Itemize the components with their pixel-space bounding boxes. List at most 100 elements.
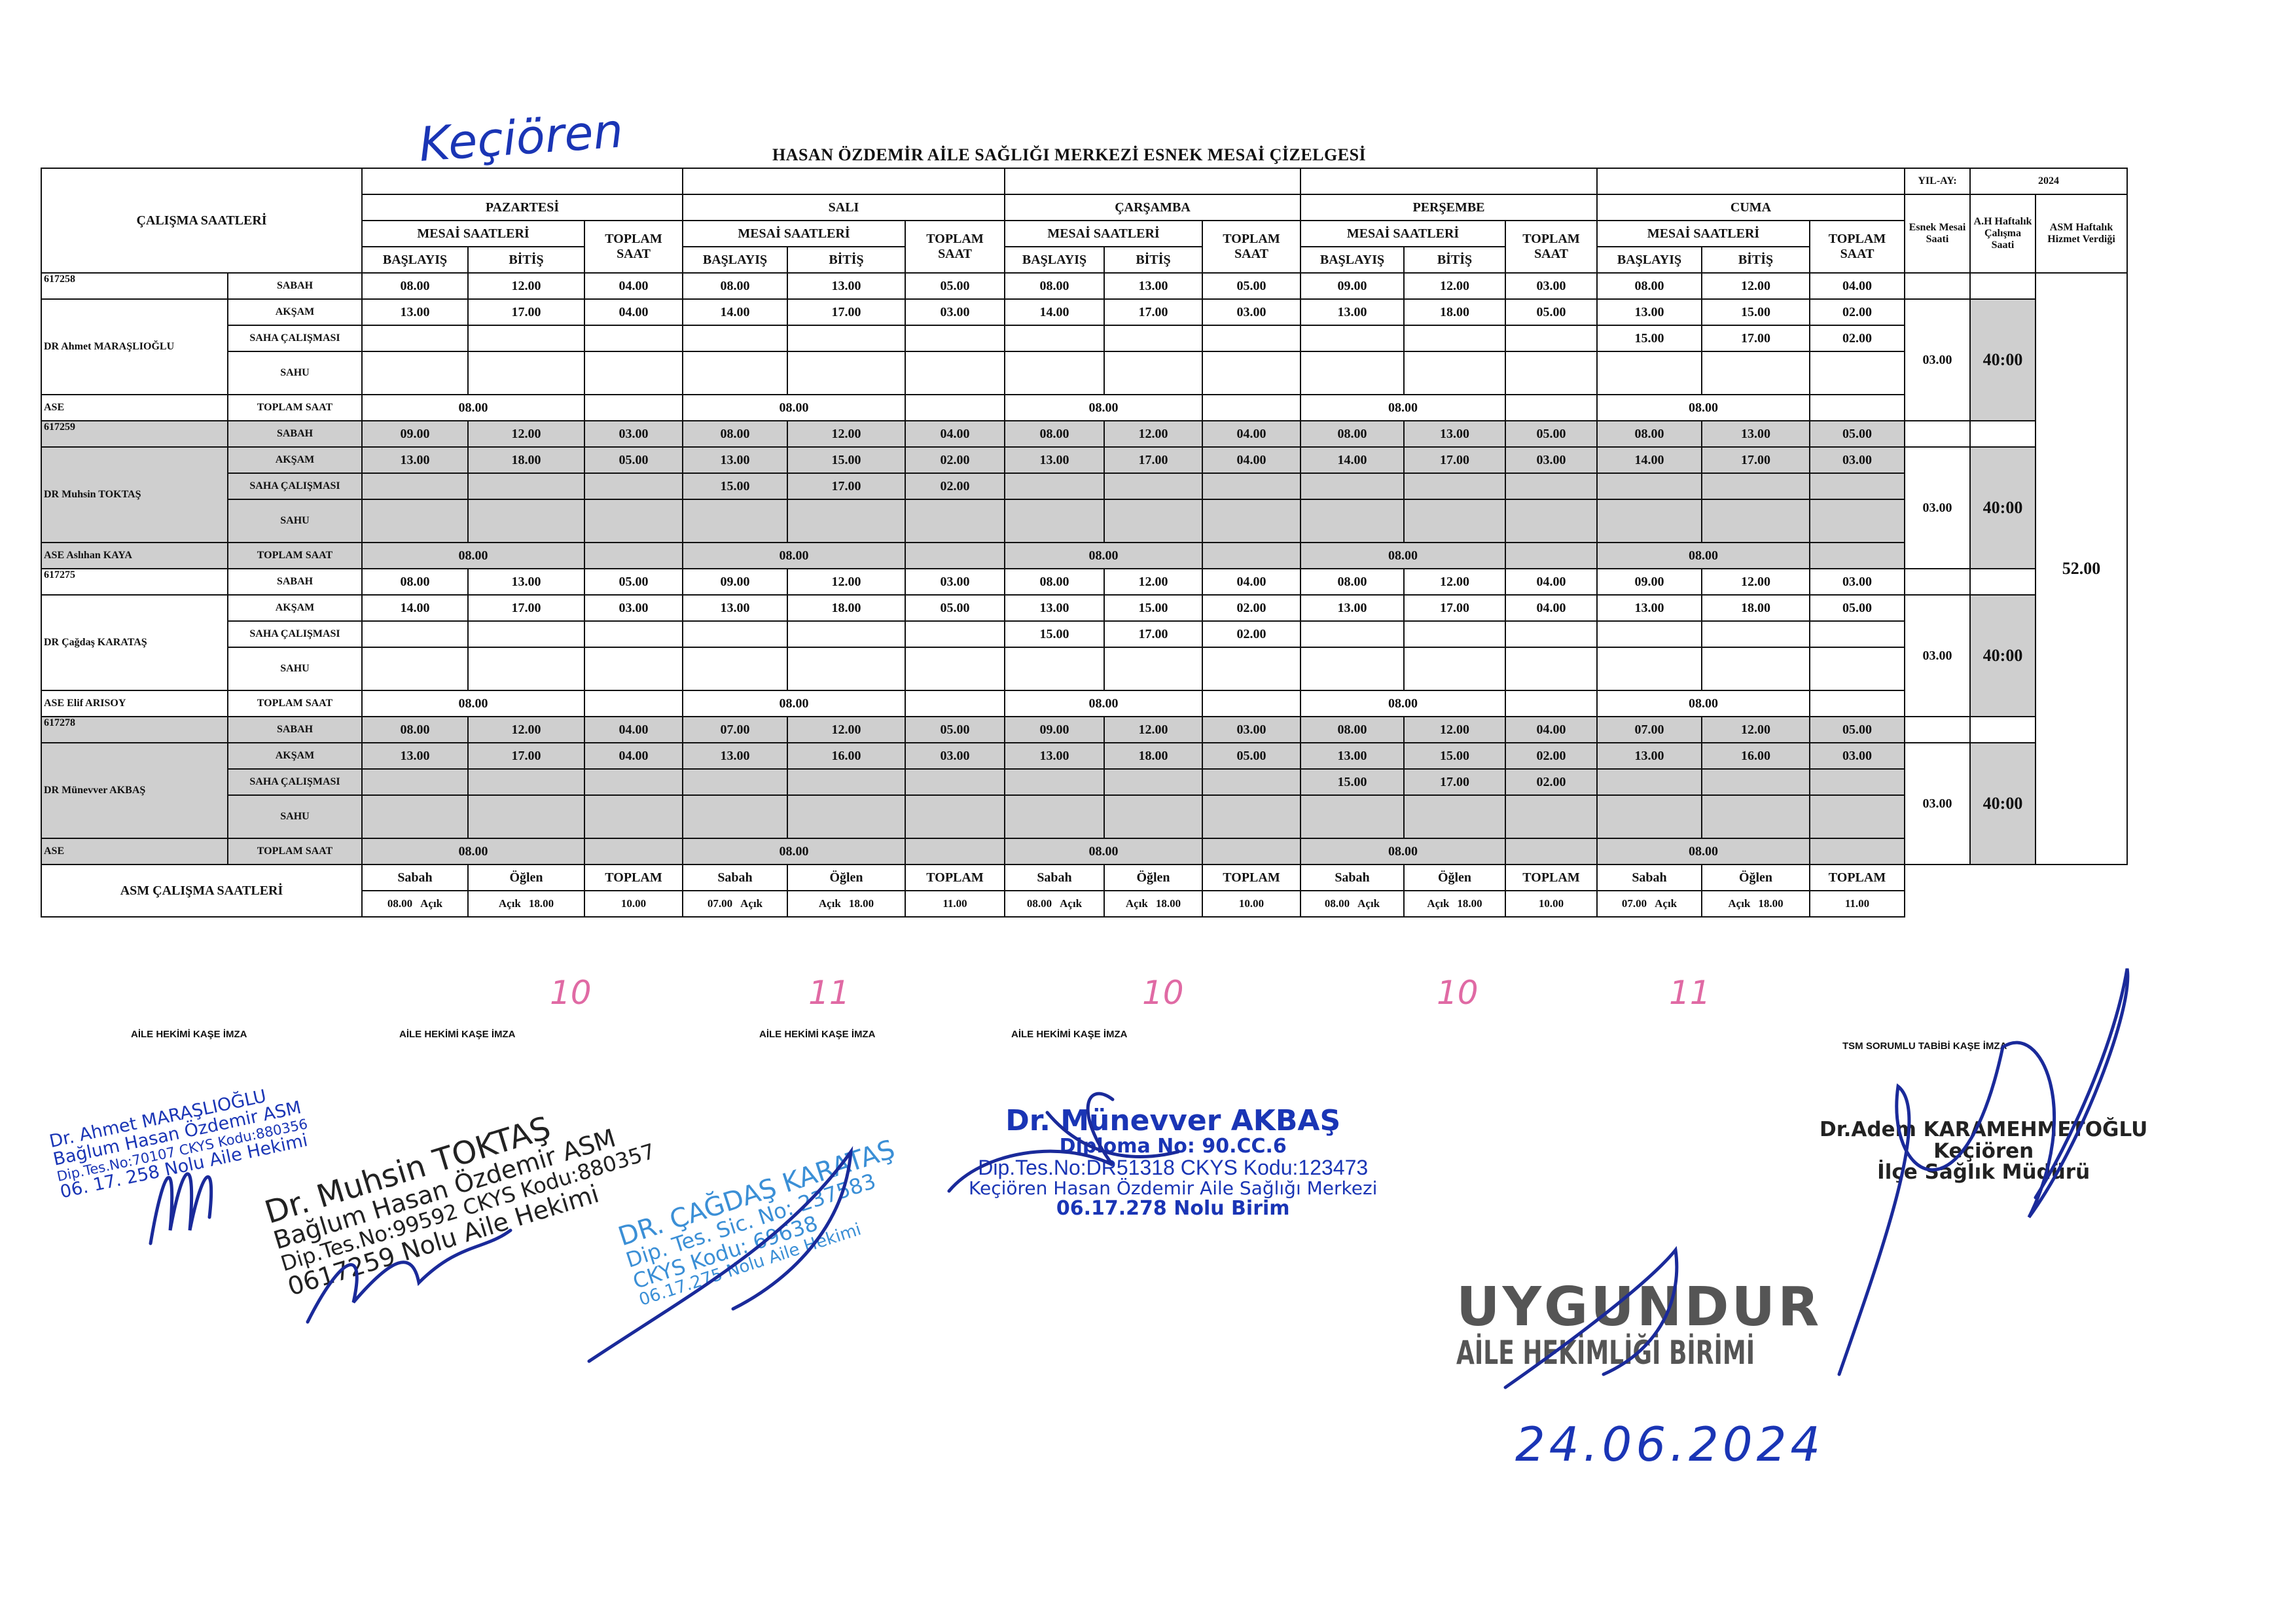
table-row: SAHA ÇALIŞMASI 15.00 17.00 02.00 bbox=[41, 473, 2127, 500]
asm-sabah: 08.00 bbox=[387, 897, 413, 910]
day-header: PERŞEMBE bbox=[1300, 194, 1598, 221]
time-cell: 08.00 bbox=[1596, 420, 1702, 448]
time-cell: 09.00 bbox=[1596, 568, 1702, 596]
table-cell bbox=[584, 838, 683, 865]
time-cell: 04.00 bbox=[905, 420, 1005, 448]
row-label: AKŞAM bbox=[227, 594, 363, 622]
time-cell: 12.00 bbox=[1701, 716, 1810, 743]
handwritten-day-total: 10 bbox=[550, 974, 592, 1012]
time-cell bbox=[467, 768, 585, 796]
time-cell bbox=[905, 647, 1005, 691]
day-total: 08.00 bbox=[361, 542, 585, 569]
time-cell: 02.00 bbox=[1505, 768, 1598, 796]
time-cell bbox=[1596, 768, 1702, 796]
asm-oglen-header: Öğlen bbox=[467, 864, 585, 891]
header-year: 2024 bbox=[1969, 168, 2128, 195]
esnek-blank bbox=[1904, 272, 1971, 300]
time-cell bbox=[467, 620, 585, 648]
table-cell bbox=[905, 838, 1005, 865]
asm-acik: Açık bbox=[1357, 897, 1380, 910]
time-cell: 05.00 bbox=[905, 272, 1005, 300]
time-cell bbox=[682, 499, 788, 543]
time-cell: 12.00 bbox=[1103, 568, 1203, 596]
asm-acik: Açık bbox=[1655, 897, 1677, 910]
signature-label-4: AİLE HEKİMİ KAŞE İMZA bbox=[1011, 1029, 1128, 1040]
row-label: SABAH bbox=[227, 420, 363, 448]
asm-acik: Açık bbox=[740, 897, 763, 910]
row-label: SAHU bbox=[227, 351, 363, 395]
time-cell bbox=[1300, 499, 1405, 543]
header-toplam-saat: TOPLAM SAAT bbox=[905, 220, 1005, 274]
time-cell: 15.00 bbox=[1300, 768, 1405, 796]
time-cell bbox=[787, 768, 906, 796]
day-total: 08.00 bbox=[361, 394, 585, 421]
header-bitis: BİTİŞ bbox=[1701, 246, 1810, 274]
day-total: 08.00 bbox=[682, 690, 906, 717]
weekly-hours: 40:00 bbox=[1969, 446, 2036, 569]
header-baslayis: BAŞLAYIŞ bbox=[361, 246, 469, 274]
time-cell bbox=[584, 794, 683, 839]
asm-acik: Açık bbox=[1728, 897, 1751, 910]
table-cell bbox=[1809, 394, 1905, 421]
time-cell: 03.00 bbox=[1809, 446, 1905, 474]
time-cell bbox=[1701, 647, 1810, 691]
time-cell bbox=[682, 794, 788, 839]
row-label: TOPLAM SAAT bbox=[227, 542, 363, 569]
stamp-toktas: Dr. Muhsin TOKTAŞ Bağlum Hasan Özdemir A… bbox=[260, 1084, 665, 1301]
time-cell: 03.00 bbox=[1505, 446, 1598, 474]
time-cell bbox=[905, 768, 1005, 796]
table-cell bbox=[1202, 394, 1301, 421]
header-bitis: BİTİŞ bbox=[1403, 246, 1506, 274]
day-total: 08.00 bbox=[1596, 838, 1810, 865]
time-cell bbox=[361, 473, 469, 500]
asm-toplam: 11.00 bbox=[905, 890, 1005, 918]
table-cell bbox=[1202, 690, 1301, 717]
table-row: DR Çağdaş KARATAŞ AKŞAM 14.00 17.00 03.00 13.… bbox=[41, 594, 2127, 717]
asm-oglen-header: Öğlen bbox=[1403, 864, 1506, 891]
table-cell bbox=[905, 542, 1005, 569]
esnek-mesai: 03.00 bbox=[1904, 742, 1971, 865]
ase-name: ASE Aslıhan KAYA bbox=[41, 542, 228, 569]
stamp-line: Keçiören bbox=[1933, 1139, 2034, 1163]
day-header: ÇARŞAMBA bbox=[1004, 194, 1301, 221]
asm-sabah: 07.00 bbox=[707, 897, 733, 910]
doctor-id: 617275 bbox=[41, 568, 228, 596]
row-label: SABAH bbox=[227, 272, 363, 300]
asm-acik: Açık bbox=[1060, 897, 1083, 910]
asm-oglen: 18.00 bbox=[528, 897, 554, 910]
table-row: SAHA ÇALIŞMASI 15.00 17.00 02.00 bbox=[41, 620, 2127, 648]
asm-toplam: 10.00 bbox=[1505, 890, 1598, 918]
day-total: 08.00 bbox=[1596, 394, 1810, 421]
table-row: ASE TOPLAM SAAT 08.00 08.00 08.00 08.00 08.00 bbox=[41, 394, 2127, 421]
time-cell: 17.00 bbox=[1701, 446, 1810, 474]
time-cell bbox=[1505, 499, 1598, 543]
schedule-table: ÇALIŞMA SAATLERİ YIL-AY: 2024 PAZARTESİ SALI… bbox=[41, 168, 2128, 918]
header-yil-ay: YIL-AY: bbox=[1904, 168, 1971, 195]
row-label: SAHA ÇALIŞMASI bbox=[227, 473, 363, 500]
time-cell: 18.00 bbox=[1103, 742, 1203, 770]
asm-sabah-value: 08.00 Açık bbox=[361, 890, 469, 918]
asm-oglen: 18.00 bbox=[1457, 897, 1482, 910]
time-cell: 12.00 bbox=[467, 420, 585, 448]
stamp-karatas: DR. ÇAĞDAŞ KARATAŞ Dip. Tes. Sic. No: 23… bbox=[615, 1134, 918, 1310]
handwritten-day-total: 11 bbox=[808, 974, 850, 1012]
time-cell bbox=[361, 620, 469, 648]
time-cell bbox=[787, 325, 906, 352]
stamp-akbas: Dr. Münevver AKBAŞ Diploma No: 90.CC.6 D… bbox=[969, 1105, 1377, 1219]
time-cell: 17.00 bbox=[787, 473, 906, 500]
time-cell: 05.00 bbox=[1809, 716, 1905, 743]
time-cell: 13.00 bbox=[682, 742, 788, 770]
header-bitis: BİTİŞ bbox=[787, 246, 906, 274]
time-cell: 07.00 bbox=[1596, 716, 1702, 743]
time-cell: 04.00 bbox=[1505, 568, 1598, 596]
time-cell bbox=[682, 768, 788, 796]
time-cell: 04.00 bbox=[1505, 594, 1598, 622]
header-mesai-saatleri: MESAİ SAATLERİ bbox=[1596, 220, 1810, 247]
time-cell: 15.00 bbox=[787, 446, 906, 474]
time-cell bbox=[1809, 473, 1905, 500]
time-cell bbox=[1202, 499, 1301, 543]
time-cell: 03.00 bbox=[1809, 742, 1905, 770]
time-cell bbox=[1505, 620, 1598, 648]
time-cell: 17.00 bbox=[467, 594, 585, 622]
time-cell bbox=[1004, 473, 1105, 500]
